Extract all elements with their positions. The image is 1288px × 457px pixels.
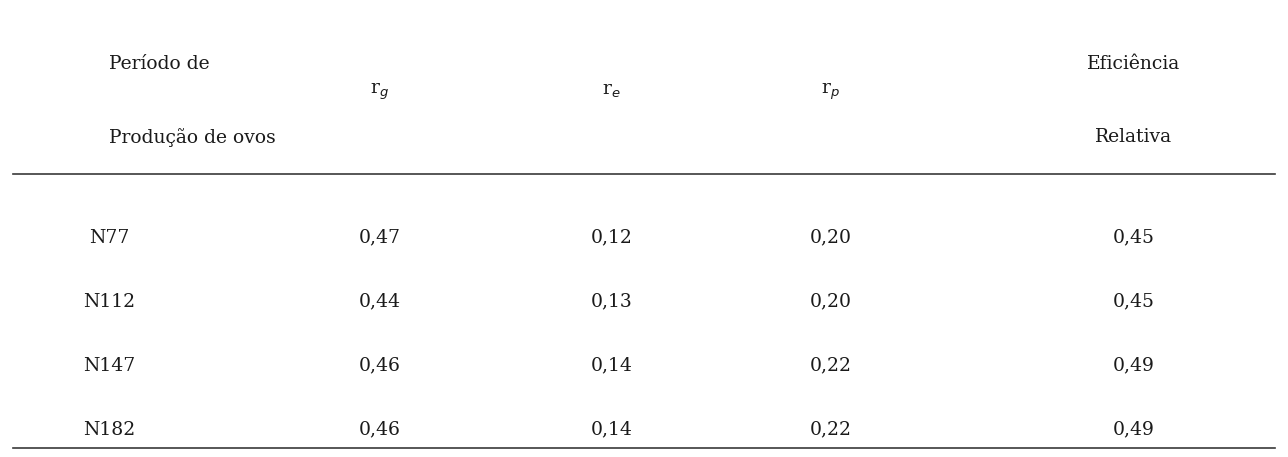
Text: Período de: Período de <box>109 55 210 73</box>
Text: 0,13: 0,13 <box>591 292 632 311</box>
Text: 0,14: 0,14 <box>591 356 632 375</box>
Text: 0,46: 0,46 <box>359 420 401 439</box>
Text: 0,49: 0,49 <box>1113 420 1154 439</box>
Text: N147: N147 <box>84 356 135 375</box>
Text: r$_e$: r$_e$ <box>603 82 621 101</box>
Text: Eficiência: Eficiência <box>1087 55 1180 73</box>
Text: r$_g$: r$_g$ <box>371 81 389 101</box>
Text: 0,49: 0,49 <box>1113 356 1154 375</box>
Text: 0,20: 0,20 <box>810 228 851 247</box>
Text: r$_p$: r$_p$ <box>822 81 840 101</box>
Text: 0,14: 0,14 <box>591 420 632 439</box>
Text: 0,12: 0,12 <box>591 228 632 247</box>
Text: 0,45: 0,45 <box>1113 292 1154 311</box>
Text: Produção de ovos: Produção de ovos <box>109 128 276 147</box>
Text: 0,20: 0,20 <box>810 292 851 311</box>
Text: N112: N112 <box>84 292 135 311</box>
Text: 0,44: 0,44 <box>359 292 401 311</box>
Text: 0,22: 0,22 <box>810 420 851 439</box>
Text: N77: N77 <box>89 228 130 247</box>
Text: 0,47: 0,47 <box>359 228 401 247</box>
Text: N182: N182 <box>84 420 135 439</box>
Text: 0,22: 0,22 <box>810 356 851 375</box>
Text: 0,46: 0,46 <box>359 356 401 375</box>
Text: 0,45: 0,45 <box>1113 228 1154 247</box>
Text: Relativa: Relativa <box>1095 128 1172 146</box>
